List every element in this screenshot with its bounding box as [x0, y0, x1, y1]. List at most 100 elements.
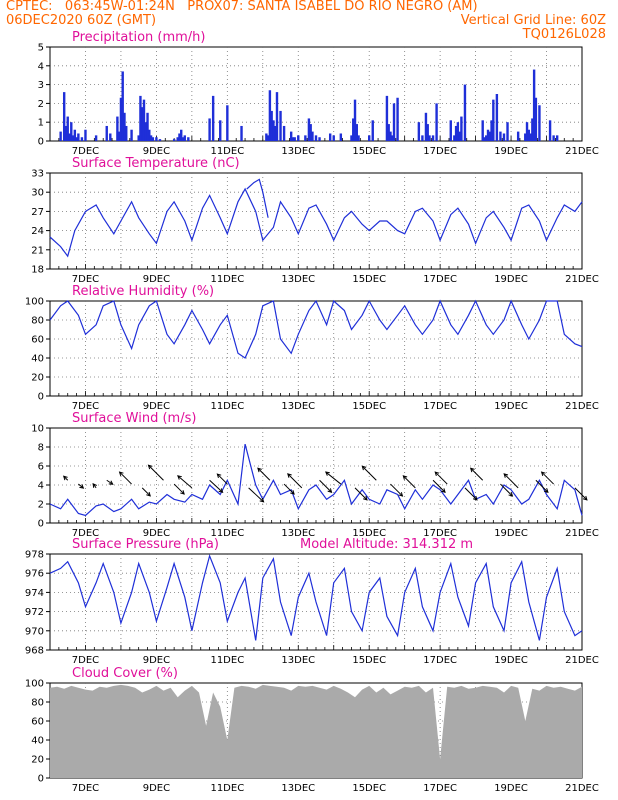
wind-arrow-head — [540, 471, 546, 477]
precipitation-bar — [73, 129, 77, 141]
precipitation-bar — [453, 135, 456, 141]
pressure-title: Surface Pressure (hPa) — [72, 537, 219, 552]
wind-arrow — [354, 487, 368, 501]
wind-arrow — [173, 483, 185, 495]
wind-arrow-head — [146, 491, 151, 497]
wind-arrow-head — [543, 488, 549, 493]
wind-xtick-label: 13DEC — [281, 528, 315, 539]
pressure-xtick-label: 17DEC — [423, 655, 457, 666]
header-date: 06DEC2020 60Z (GMT) — [6, 13, 157, 28]
precipitation-bar — [385, 95, 389, 141]
precipitation-bar — [178, 133, 181, 141]
precipitation-bar — [492, 99, 495, 141]
precipitation-bar — [486, 129, 490, 141]
precipitation-bar — [105, 125, 108, 141]
cloud-cover-panel: 0 20 40 60 80 100 7DEC 9DEC 11DEC 13DEC 15DEC 17DEC… — [25, 666, 599, 794]
wind-ytick-label: 10 — [31, 424, 44, 435]
precipitation-bar — [240, 125, 243, 141]
temperature-ytick-label: 24 — [31, 226, 44, 237]
precipitation-bar — [350, 135, 353, 141]
cloud-cover-title: Cloud Cover (%) — [72, 666, 178, 681]
wind-ytick-label: 0 — [38, 519, 44, 530]
precipitation-bar — [424, 112, 428, 141]
precipitation-bar — [293, 137, 296, 141]
wind-arrow — [503, 473, 519, 489]
wind-arrow — [248, 487, 264, 503]
precipitation-bar — [392, 103, 396, 141]
pressure-xtick-label: 15DEC — [352, 655, 386, 666]
wind-arrow-head — [79, 484, 85, 489]
wind-arrow-head — [118, 471, 124, 477]
precipitation-bar — [435, 103, 438, 141]
wind-title: Surface Wind (m/s) — [72, 411, 196, 426]
wind-arrow — [287, 473, 303, 489]
precipitation-bar — [352, 118, 355, 141]
precipitation-bar — [538, 105, 541, 141]
precipitation-bar — [332, 135, 335, 141]
precipitation-bar — [125, 125, 128, 141]
header-model-id: TQ0126L028 — [522, 27, 606, 42]
wind-arrow-head — [398, 492, 404, 497]
wind-arrow-head — [290, 490, 295, 495]
header-grid-line: Vertical Grid Line: 60Z — [460, 13, 606, 28]
cloud-cover-area — [50, 684, 582, 778]
wind-panel: 0 2 4 6 8 10 7DEC 9DEC 11DEC 13DEC 15DEC 17DEC 19DEC… — [31, 411, 599, 539]
wind-arrow — [177, 475, 193, 489]
wind-arrow — [402, 475, 416, 489]
wind-arrow-head — [259, 497, 265, 503]
precipitation-bar — [80, 137, 84, 141]
precipitation-bar — [527, 129, 530, 141]
precipitation-bar — [266, 135, 270, 141]
temperature-xtick-label: 17DEC — [423, 274, 457, 285]
humidity-frame — [49, 300, 583, 397]
precipitation-bar — [314, 135, 318, 141]
precipitation-bar — [142, 99, 146, 141]
precipitation-bar — [146, 112, 149, 141]
temperature-frame — [49, 172, 583, 270]
precipitation-bar — [483, 137, 486, 141]
wind-arrow-head — [177, 475, 182, 480]
precipitation-bar — [458, 131, 461, 141]
cloud-cover-xtick-label: 13DEC — [281, 783, 315, 794]
wind-arrow — [434, 471, 448, 485]
wind-arrow — [361, 465, 377, 481]
humidity-ytick-label: 80 — [31, 316, 44, 327]
precipitation-xtick-label: 7DEC — [72, 146, 99, 157]
wind-xtick-label: 21DEC — [565, 528, 599, 539]
precipitation-bar — [307, 118, 311, 141]
wind-ytick-label: 4 — [38, 481, 44, 492]
cloud-cover-ytick-label: 60 — [31, 717, 44, 728]
precipitation-bar — [297, 135, 300, 141]
pressure-ytick-label: 976 — [25, 569, 44, 580]
precipitation-bar — [311, 131, 314, 141]
humidity-panel: 0 20 40 60 80 100 7DEC 9DEC 11DEC 13DEC 15DEC 17DEC… — [25, 284, 599, 412]
precipitation-bar — [282, 125, 286, 141]
temperature-xtick-label: 9DEC — [143, 274, 170, 285]
precipitation-bar — [64, 125, 68, 141]
precipitation-bar — [109, 133, 112, 141]
wind-arrow-head — [434, 471, 440, 477]
precipitation-bar — [548, 120, 552, 141]
precipitation-bar — [389, 131, 392, 141]
pressure-ytick-label: 978 — [25, 550, 44, 561]
humidity-xtick-label: 11DEC — [210, 401, 244, 412]
precipitation-bar — [485, 135, 488, 141]
precipitation-bar — [180, 129, 183, 141]
wind-arrow — [148, 464, 164, 481]
precipitation-bar — [68, 133, 71, 141]
precipitation-ytick-label: 4 — [38, 61, 44, 72]
precipitation-bar — [426, 124, 429, 141]
precipitation-bar — [211, 95, 215, 141]
precipitation-bar — [460, 116, 463, 141]
precipitation-bar — [181, 137, 185, 141]
precipitation-bar — [532, 69, 536, 141]
wind-arrow-head — [216, 473, 222, 479]
wind-line — [49, 443, 583, 517]
precipitation-bar — [155, 137, 158, 141]
humidity-xtick-label: 15DEC — [352, 401, 386, 412]
precipitation-bar — [219, 120, 222, 141]
precipitation-bar — [119, 97, 123, 141]
humidity-xtick-label: 9DEC — [143, 401, 170, 412]
precipitation-xtick-label: 13DEC — [281, 146, 315, 157]
